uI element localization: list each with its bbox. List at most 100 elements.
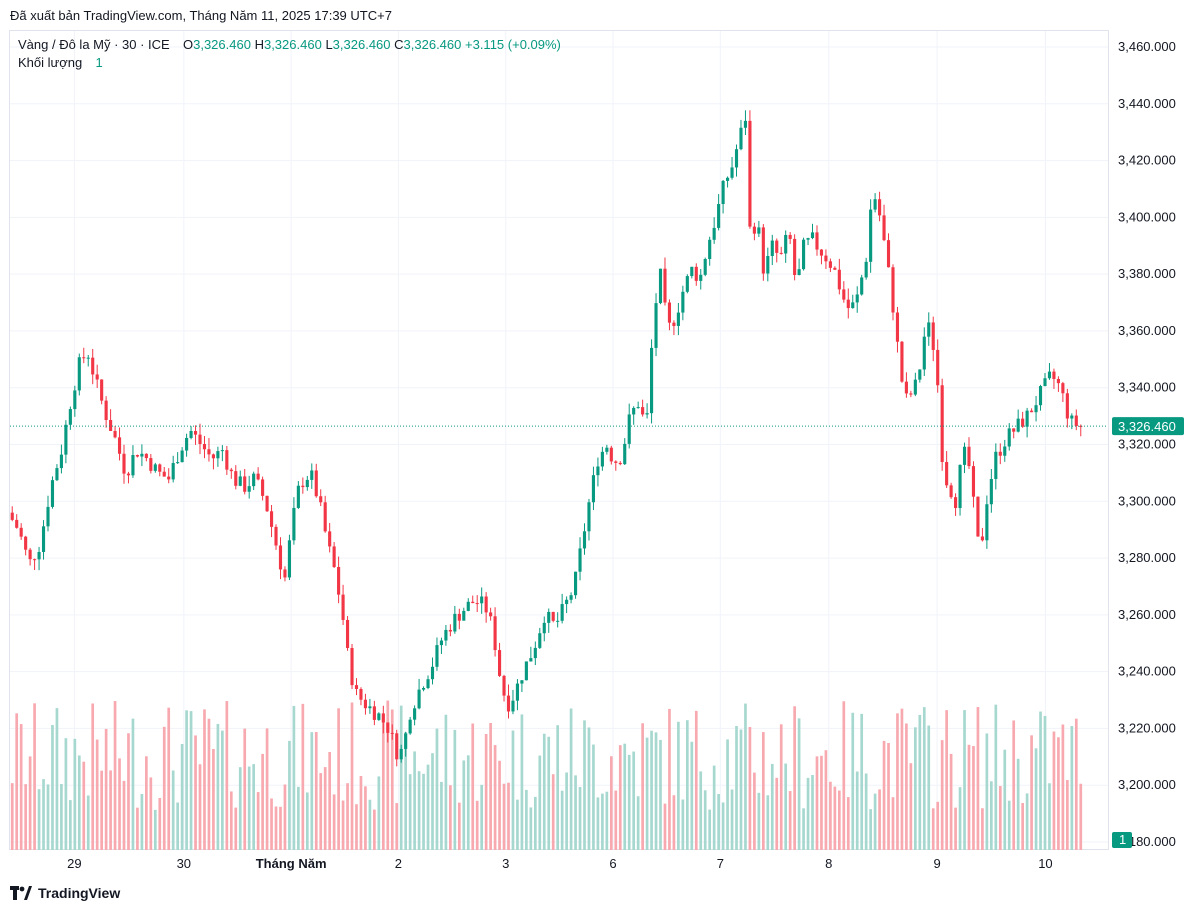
volume-bar [1021,803,1024,850]
volume-bar [864,773,868,850]
volume-bar [377,776,381,850]
volume-label[interactable]: Khối lượng [18,55,83,70]
volume-bar [533,796,537,850]
candle-body [922,336,926,370]
candle-body [1065,393,1069,419]
volume-bar [806,777,810,850]
candle-body [1025,410,1029,427]
volume-bar [663,803,667,850]
volume-bar [717,793,720,850]
change-value: +3.115 (+0.09%) [465,37,561,52]
candle-body [37,551,41,560]
candle-body [350,647,354,686]
volume-bar [949,753,953,850]
volume-bar [516,799,519,850]
candle-body [149,458,153,471]
y-tick-label: 3,180.000 [1118,834,1176,849]
candle-body [341,594,345,620]
volume-bar [659,739,662,850]
volume-bar [958,787,962,850]
candle-body [408,719,412,734]
volume-bar [203,709,206,850]
tradingview-logo[interactable]: TradingView [10,885,120,901]
volume-bar [453,729,457,850]
volume-bar [1079,783,1083,850]
candle-body [641,407,645,415]
candle-body [676,312,680,326]
candle-body [506,695,511,712]
candle-body [904,381,908,394]
candle-body [189,431,193,438]
candle-body [234,471,238,486]
brand-text: TradingView [38,885,121,901]
candle-body [1043,378,1047,387]
candle-body [323,502,327,532]
candle-body [462,610,466,621]
candle-body [252,473,256,487]
candle-body [435,645,439,667]
volume-bar [538,755,542,850]
candle-body [864,261,868,278]
volume-bar [332,794,336,850]
volume-bar [699,771,703,850]
close-label: C [394,37,404,52]
volume-bar [601,793,604,850]
candle-body [618,462,622,465]
volume-bar [1025,793,1029,850]
volume-bar [846,797,850,850]
volume-bar [1066,780,1069,850]
volume-bar [131,718,135,850]
volume-bar [364,786,367,850]
volume-bar [788,791,792,850]
candle-body [918,369,922,380]
candle-body [381,713,385,723]
volume-bar [261,753,264,850]
volume-bar [641,723,644,850]
candle-body [945,462,949,486]
candle-body [283,569,287,578]
volume-bar [936,801,940,850]
candle-body [395,733,399,760]
candle-body [1012,428,1016,432]
volume-bar [480,784,484,850]
symbol-label[interactable]: Vàng / Đô la Mỹ · 30 · ICE [18,37,170,52]
candle-body [243,476,247,492]
volume-bar [368,799,372,850]
candle-body [547,611,551,623]
candle-body [761,227,765,274]
candle-body [64,424,68,455]
candle-body [345,619,350,648]
volume-bar [878,789,881,850]
volume-bar [605,791,609,850]
volume-bar [574,775,577,850]
volume-bar [1012,720,1016,850]
volume-bar [761,732,765,850]
volume-bar [493,745,497,850]
candle-body [1061,383,1065,394]
candle-body [551,611,555,621]
volume-bar [395,803,399,850]
volume-bar [645,737,649,850]
volume-bar [19,724,23,850]
candle-body [109,420,113,431]
volume-bar [489,723,492,850]
y-tick-label: 3,200.000 [1118,777,1176,792]
candle-body [193,431,198,435]
high-value: 3,326.460 [263,37,322,52]
candle-body [46,506,50,527]
candle-body [788,234,792,239]
candle-body [954,497,958,509]
candle-body [269,511,274,527]
candle-body [775,240,779,253]
volume-bar [270,798,273,850]
volume-bar [122,780,126,850]
volume-bar [614,790,618,850]
candle-body [386,722,390,733]
volume-bar [618,745,622,850]
volume-bar [735,726,738,850]
volume-bar [623,743,627,850]
volume-bar [440,781,443,850]
volume-bar [176,802,179,850]
candle-body [332,546,336,568]
